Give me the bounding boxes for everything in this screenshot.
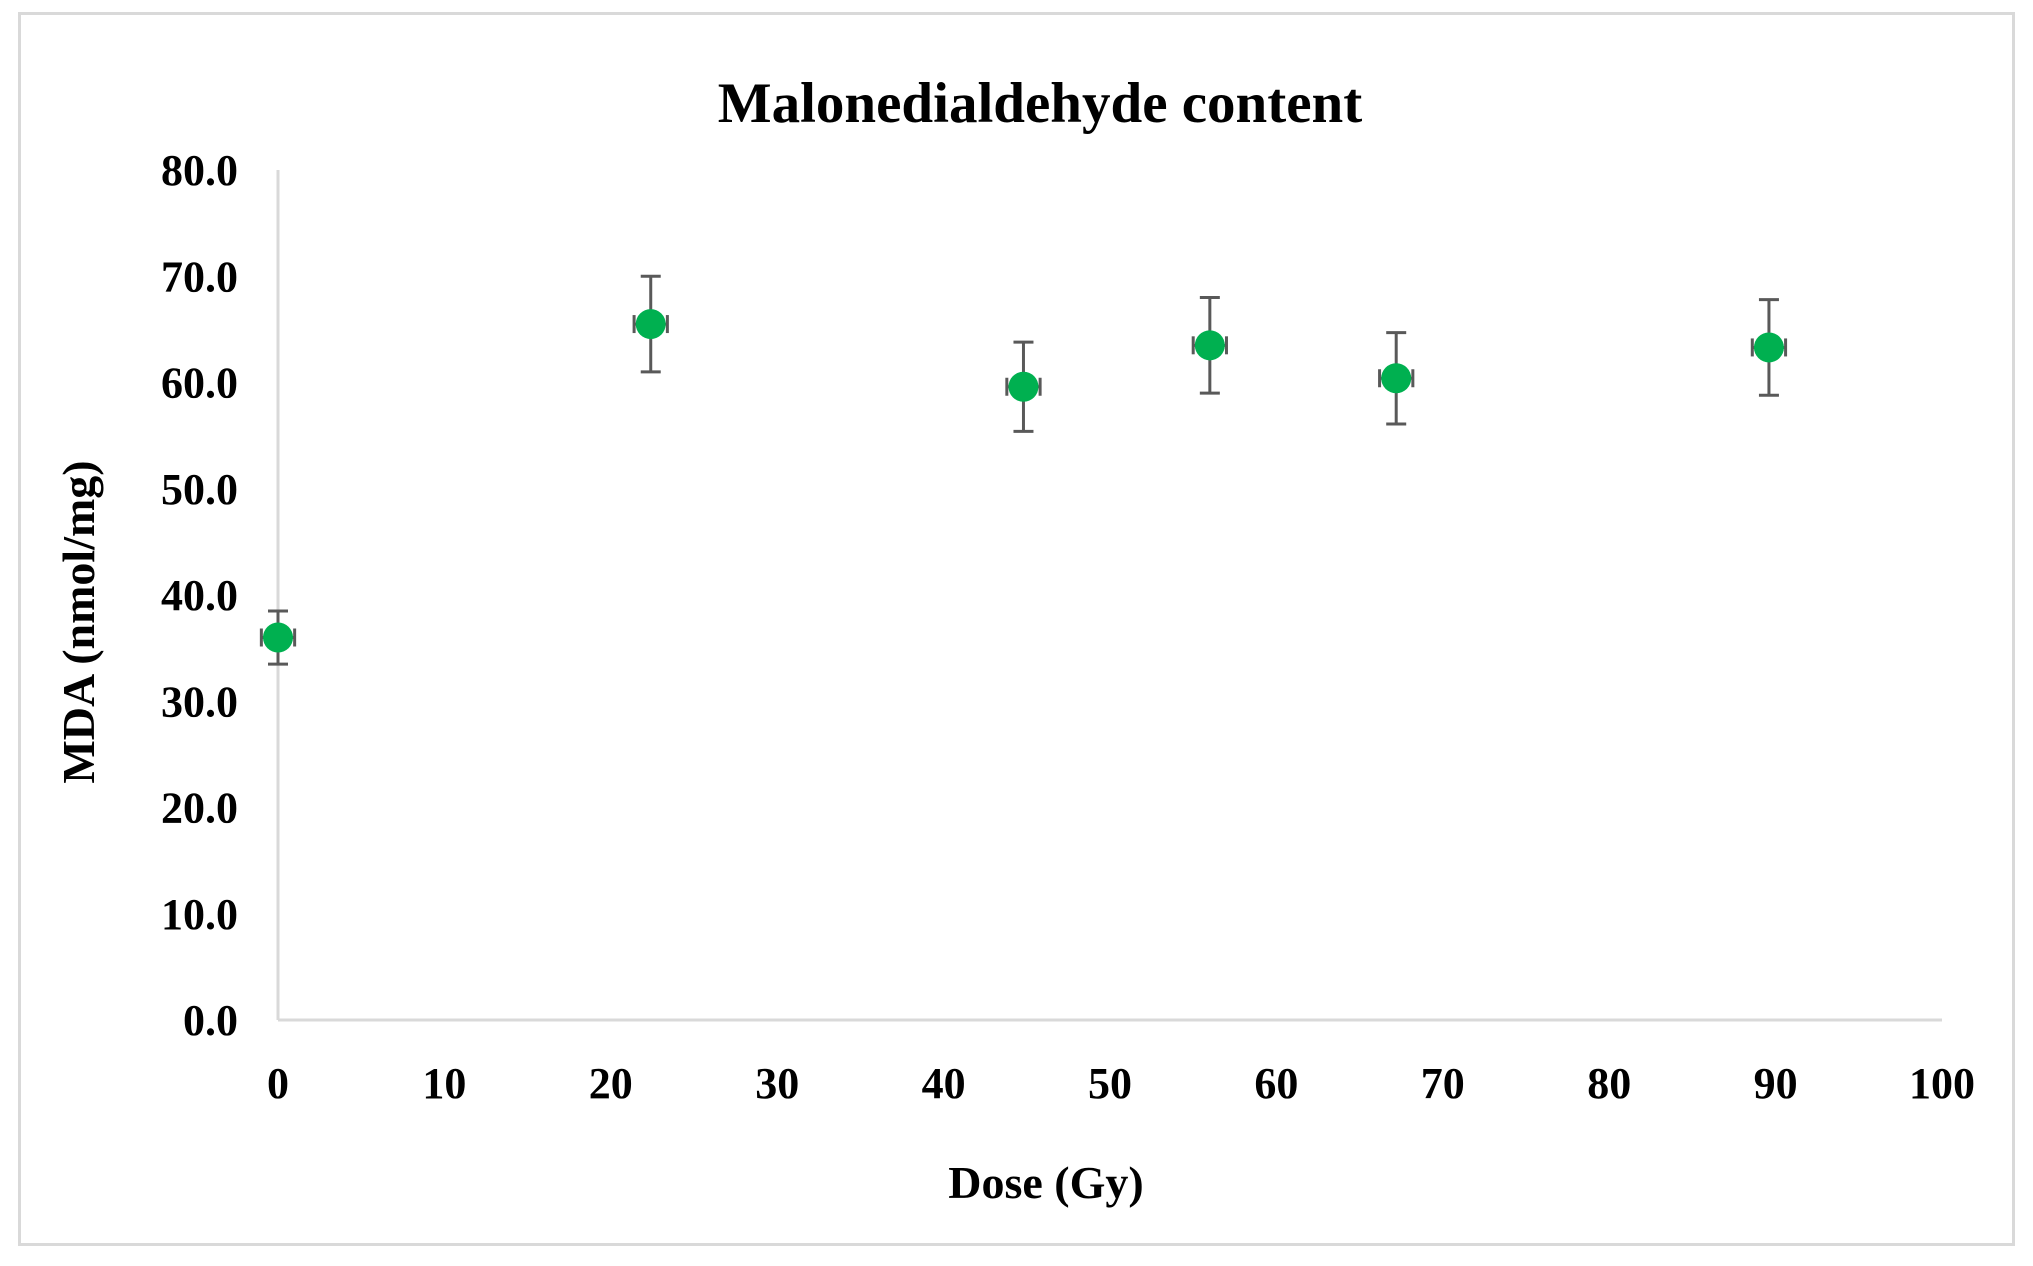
y-tick-label: 50.0: [161, 465, 238, 514]
y-axis-label: MDA (nmol/mg): [53, 460, 104, 783]
y-tick-label: 20.0: [161, 784, 238, 833]
data-point: [1753, 332, 1784, 363]
y-tick-label: 70.0: [161, 252, 238, 301]
x-tick-label: 80: [1587, 1059, 1631, 1108]
x-tick-label: 40: [922, 1059, 966, 1108]
x-tick-label: 20: [589, 1059, 633, 1108]
axes: [276, 170, 1942, 1022]
y-tick-label: 30.0: [161, 677, 238, 726]
y-tick-label: 80.0: [161, 146, 238, 195]
y-tick-label: 60.0: [161, 359, 238, 408]
y-tick-label: 10.0: [161, 890, 238, 939]
x-tick-label: 50: [1088, 1059, 1132, 1108]
data-points: [259, 274, 1788, 666]
chart-frame: [18, 12, 2015, 1246]
data-point: [1008, 371, 1039, 402]
x-tick-label: 100: [1909, 1059, 1975, 1108]
x-tick-label: 60: [1254, 1059, 1298, 1108]
y-tick-label: 0.0: [183, 996, 238, 1045]
data-point: [1194, 330, 1225, 361]
x-tick-label: 0: [267, 1059, 289, 1108]
y-tick-labels: 0.0 10.0 20.0 30.0 40.0 50.0 60.0 70.0 80.0: [161, 146, 238, 1045]
data-point: [263, 622, 293, 653]
x-tick-label: 70: [1421, 1059, 1465, 1108]
x-tick-label: 90: [1754, 1059, 1798, 1108]
x-tick-label: 30: [755, 1059, 799, 1108]
data-point: [635, 309, 666, 340]
x-axis-label: Dose (Gy): [948, 1157, 1143, 1208]
x-tick-labels: 0 10 20 30 40 50 60 70 80 90 100: [267, 1059, 1975, 1108]
data-point: [1381, 363, 1412, 394]
chart-title: Malonedialdehyde content: [718, 72, 1362, 135]
x-tick-label: 10: [422, 1059, 466, 1108]
y-tick-label: 40.0: [161, 571, 238, 620]
